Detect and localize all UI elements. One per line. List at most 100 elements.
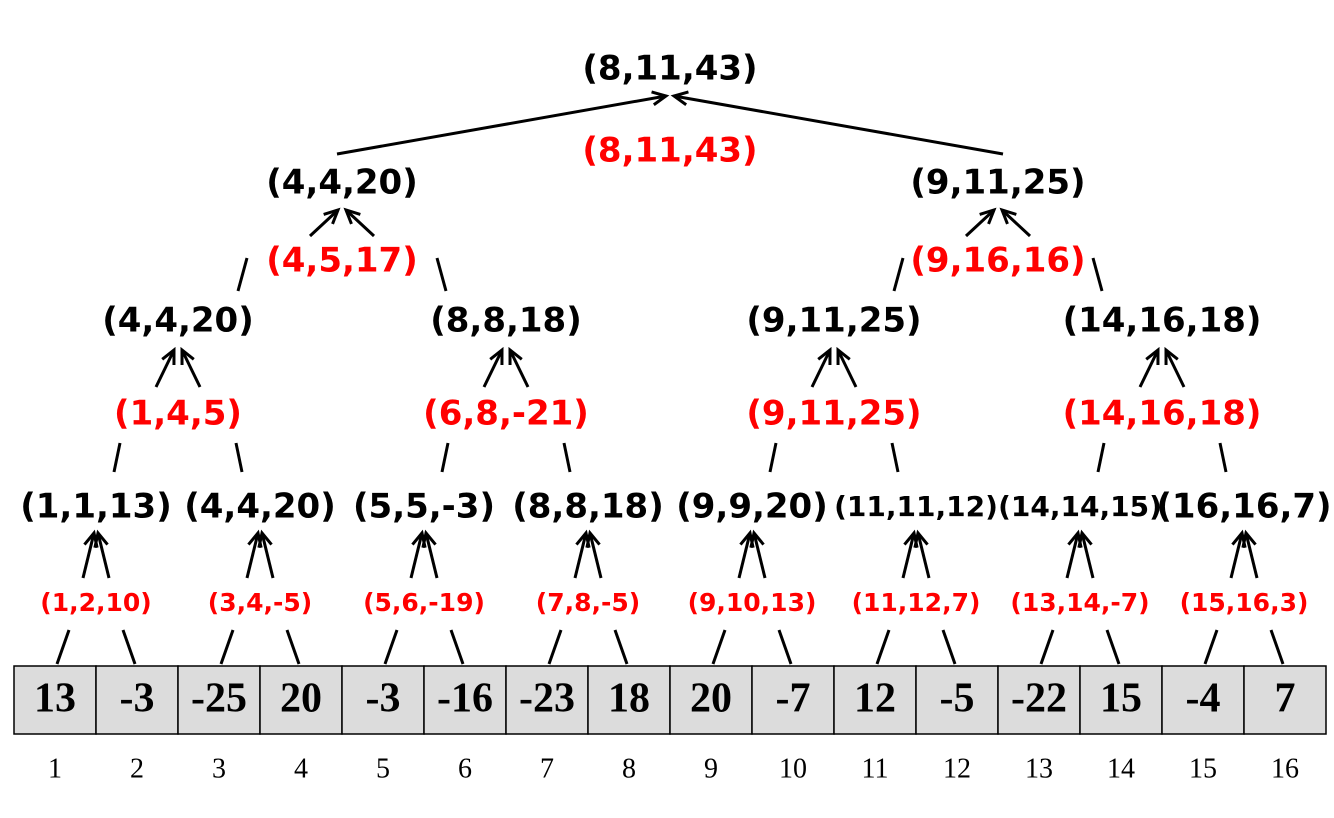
node-level3: (8,8,18): [512, 487, 664, 527]
arrow-merge-right-head: [421, 529, 437, 548]
arrow-merge-left-head: [979, 207, 997, 225]
arrow-merge-right-head: [508, 346, 523, 366]
arrow-merge-right: [1164, 349, 1186, 388]
arrow-merge-right-head: [999, 207, 1017, 225]
merge-label-level1: (9,16,16): [910, 241, 1085, 281]
node-level2: (9,11,25): [746, 301, 921, 341]
node-level2: (4,4,20): [102, 301, 254, 341]
array-cell: [1079, 665, 1163, 735]
array-index: 4: [294, 753, 308, 784]
array-index: 5: [376, 753, 390, 784]
edge-cell-right: [1105, 629, 1121, 665]
merge-label-level3: (7,8,-5): [536, 588, 640, 617]
edge-cell-left: [711, 629, 727, 665]
array-cell-value: 13: [34, 676, 76, 722]
arrow-merge-left: [1138, 349, 1160, 388]
arrow-merge-right: [344, 208, 376, 238]
array-index: 6: [458, 753, 472, 784]
arrow-merge-right: [752, 532, 767, 579]
edge-cell-left: [219, 629, 235, 665]
edge-cell-right: [121, 629, 137, 665]
array-cell-value: -4: [1186, 676, 1221, 722]
merge-label-level3: (11,12,7): [852, 588, 981, 617]
array-cell: [751, 665, 835, 735]
arrow-merge-right: [508, 349, 530, 388]
edge-cell-left: [383, 629, 399, 665]
node-level1: (4,4,20): [266, 163, 418, 203]
array-index: 3: [212, 753, 226, 784]
arrow-merge-right: [96, 532, 111, 579]
edge-left-child: [112, 442, 122, 473]
array-index: 7: [540, 753, 554, 784]
edge-cell-left: [1203, 629, 1219, 665]
arrow-merge-left: [409, 532, 424, 579]
arrow-merge-left: [1065, 532, 1080, 579]
edge-cell-right: [449, 629, 465, 665]
arrow-root-left-head: [651, 90, 670, 106]
array-cell: [423, 665, 507, 735]
array-cell-value: 7: [1275, 676, 1296, 722]
arrow-merge-left: [81, 532, 96, 579]
array-cell: [1161, 665, 1245, 735]
merge-label-root: (8,11,43): [582, 131, 757, 171]
merge-label-level3: (15,16,3): [1180, 588, 1309, 617]
edge-right-child: [1091, 257, 1104, 292]
array-cell: [587, 665, 671, 735]
array-cell-value: -3: [120, 676, 155, 722]
arrow-root-right-head: [670, 90, 689, 106]
merge-label-level2: (9,11,25): [746, 394, 921, 434]
merge-label-level1: (4,5,17): [266, 241, 418, 281]
arrow-root-right: [673, 94, 1004, 156]
arrow-merge-right: [916, 532, 931, 579]
arrow-merge-right-head: [913, 529, 929, 548]
arrow-merge-right-head: [1241, 529, 1257, 548]
array-index: 15: [1189, 753, 1217, 784]
array-cell-value: -16: [437, 676, 493, 722]
arrow-merge-right: [180, 349, 202, 388]
arrow-merge-right-head: [836, 346, 851, 366]
arrow-merge-right: [260, 532, 275, 579]
merge-label-level2: (1,4,5): [114, 394, 242, 434]
array-index: 14: [1107, 753, 1135, 784]
array-cell: [833, 665, 917, 735]
node-level2: (14,16,18): [1063, 301, 1262, 341]
node-root: (8,11,43): [582, 49, 757, 89]
edge-cell-left: [547, 629, 563, 665]
node-level3: (16,16,7): [1156, 487, 1331, 527]
array-cell-value: -25: [191, 676, 247, 722]
array-index: 2: [130, 753, 144, 784]
array-index: 8: [622, 753, 636, 784]
array-cell-value: -3: [366, 676, 401, 722]
edge-cell-left: [875, 629, 891, 665]
array-cell: [95, 665, 179, 735]
arrow-merge-left: [308, 208, 340, 238]
arrow-merge-right: [1244, 532, 1259, 579]
array-cell: [505, 665, 589, 735]
merge-label-level3: (13,14,-7): [1010, 588, 1149, 617]
node-level3: (9,9,20): [676, 487, 828, 527]
edge-cell-left: [55, 629, 71, 665]
merge-label-level3: (3,4,-5): [208, 588, 312, 617]
edge-right-child: [435, 257, 448, 292]
arrow-merge-left: [1229, 532, 1244, 579]
tree-labels: 13 1 -3 2 -25 3 20 4 -3 5 -16 6 -23 7 18 8 20 9 -7 10 12 11 -5…: [20, 49, 1331, 785]
node-level3: (14,14,15): [998, 490, 1162, 523]
arrow-merge-left: [901, 532, 916, 579]
array-index: 9: [704, 753, 718, 784]
array-index: 10: [779, 753, 807, 784]
array-cell: [341, 665, 425, 735]
arrow-merge-right-head: [180, 346, 195, 366]
arrow-merge-right-head: [585, 529, 601, 548]
edge-right-child: [562, 442, 572, 473]
merge-label-level2: (14,16,18): [1063, 394, 1262, 434]
array-cell-value: 20: [280, 676, 322, 722]
node-level3: (5,5,-3): [353, 487, 495, 527]
array-cell: [177, 665, 261, 735]
array-cell: [915, 665, 999, 735]
edge-right-child: [1218, 442, 1228, 473]
arrow-merge-left-head: [161, 346, 176, 366]
arrow-merge-left-head: [817, 346, 832, 366]
array-cell-value: -22: [1011, 676, 1067, 722]
array-cell: [13, 665, 97, 735]
